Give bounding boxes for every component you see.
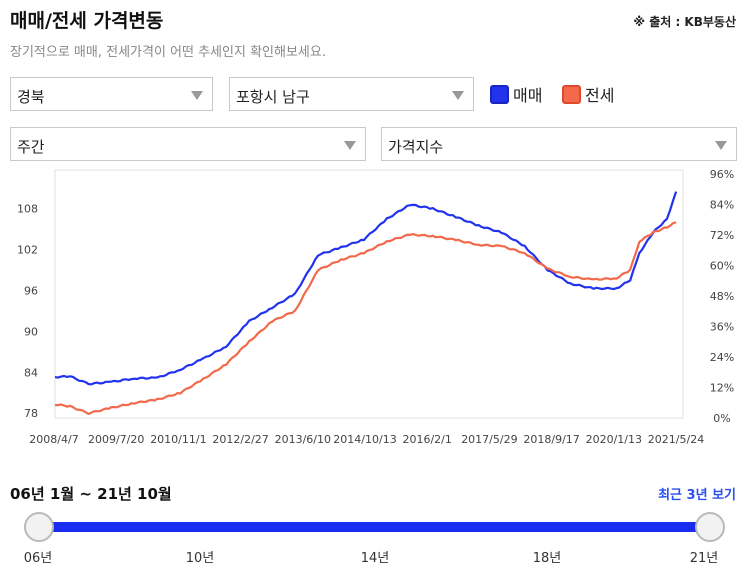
page-subtitle: 장기적으로 매매, 전세가격이 어떤 추세인지 확인해보세요. [10,45,326,60]
slider-year-label: 21년 [689,551,719,566]
period-select-value: 주간 [17,138,45,156]
y-right-tick-label: 24% [710,351,734,364]
x-tick-label: 2009/7/20 [88,433,144,446]
series-line-sale [54,191,678,386]
x-tick-label: 2014/10/13 [333,433,396,446]
y-right-tick-label: 12% [710,382,734,395]
x-tick-label: 2008/4/7 [29,433,78,446]
y-left-tick-label: 78 [24,407,38,420]
legend-sale-label: 매매 [513,86,543,105]
range-slider-end-handle[interactable] [695,512,725,542]
page-title: 매매/전세 가격변동 [10,10,164,32]
y-left-tick-label: 84 [24,366,38,379]
y-right-tick-label: 36% [710,321,734,334]
chevron-down-icon [452,91,464,100]
y-right-tick-label: 48% [710,290,734,303]
x-tick-label: 2021/5/24 [648,433,704,446]
y-left-tick-label: 96 [24,285,38,298]
chevron-down-icon [191,91,203,100]
recent-3-years-button[interactable]: 최근 3년 보기 [658,488,736,503]
x-tick-label: 2012/2/27 [212,433,268,446]
slider-year-label: 06년 [23,551,53,566]
district-select-value: 포항시 남구 [236,88,310,106]
slider-year-label: 14년 [360,551,390,566]
y-right-tick-label: 96% [710,168,734,181]
chevron-down-icon [344,141,356,150]
index-type-select[interactable]: 가격지수 [381,127,737,161]
index-type-select-value: 가격지수 [388,138,444,156]
range-slider-start-handle[interactable] [24,512,54,542]
y-right-tick-label: 72% [710,229,734,242]
region-select[interactable]: 경북 [10,77,213,111]
y-right-tick-label: 0% [713,412,730,425]
x-tick-label: 2010/11/1 [150,433,206,446]
range-text: 06년 1월 ~ 21년 10월 [10,485,172,503]
jeonse-color-box-icon [562,84,581,104]
sale-color-box-icon [490,84,509,104]
y-right-tick-label: 84% [710,199,734,212]
region-select-value: 경북 [17,88,45,106]
district-select[interactable]: 포항시 남구 [229,77,474,111]
y-left-tick-label: 102 [17,244,38,257]
series-line-jeonse [54,221,677,415]
x-tick-label: 2016/2/1 [402,433,451,446]
slider-year-label: 10년 [185,551,215,566]
chevron-down-icon [715,141,727,150]
legend-jeonse[interactable]: 전세 [562,82,614,106]
y-right-tick-label: 60% [710,260,734,273]
range-slider-track[interactable] [38,522,710,532]
y-left-tick-label: 90 [24,325,38,338]
y-left-tick-label: 108 [17,203,38,216]
x-tick-label: 2013/6/10 [275,433,331,446]
slider-year-label: 18년 [532,551,562,566]
period-select[interactable]: 주간 [10,127,366,161]
x-tick-label: 2017/5/29 [461,433,517,446]
source-note: ※ 출처 : KB부동산 [633,15,736,29]
legend-sale[interactable]: 매매 [490,82,542,106]
plot-area [54,169,684,419]
x-tick-label: 2018/9/17 [523,433,579,446]
x-tick-label: 2020/1/13 [586,433,642,446]
legend-jeonse-label: 전세 [585,86,615,105]
price-chart: 78 84 90 96 102 108 0% 12% 24% 36% 48% 60% 72% 84% 96%… [17,168,734,446]
